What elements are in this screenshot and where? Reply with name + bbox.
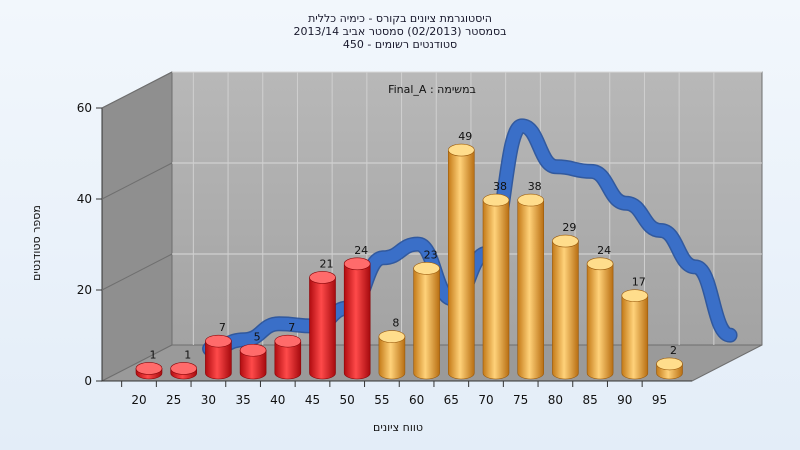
bar-top [586, 257, 614, 271]
x-tick-label: 75 [513, 393, 528, 407]
bar-top [447, 143, 475, 157]
bar-top [413, 262, 440, 275]
bar-body [239, 349, 267, 380]
bar-value-label: 2 [670, 344, 677, 357]
bar-body [448, 149, 475, 380]
bar-body [586, 263, 614, 380]
bar-top [170, 362, 197, 375]
bar-value-label: 17 [632, 276, 646, 289]
bar-value-label: 5 [254, 330, 261, 343]
y-tick-label: 60 [77, 101, 92, 115]
plot-side-wall [101, 71, 173, 382]
y-tick-label: 0 [84, 374, 92, 388]
x-tick-label: 35 [235, 393, 250, 407]
histogram-bar [413, 262, 440, 380]
histogram-bar [656, 357, 683, 380]
histogram-bar [482, 193, 510, 380]
y-tick-label: 20 [77, 283, 92, 297]
x-tick-label: 90 [617, 393, 632, 407]
grid-line-side [101, 253, 173, 291]
bar-top [552, 234, 579, 248]
chart-title-line-1: היסטוגרמת ציונים בקורס - כימיה כללית [308, 12, 492, 25]
x-tick-label: 65 [444, 393, 459, 407]
x-tick-label: 20 [131, 393, 146, 407]
bar-top [274, 334, 302, 348]
histogram-bar [517, 193, 545, 380]
bar-body [343, 263, 371, 380]
bar-value-label: 23 [424, 248, 438, 261]
bar-top [205, 334, 232, 348]
bar-body [378, 336, 406, 380]
bar-body [205, 340, 232, 380]
bar-top [378, 330, 406, 343]
bar-value-label: 49 [458, 130, 472, 143]
x-tick-label: 70 [478, 393, 493, 407]
bar-value-label: 29 [562, 221, 576, 234]
x-tick-label: 80 [548, 393, 563, 407]
chart-title-line-2: בסמסטר (02/2013) סמסטר אביב 2013/14 [293, 25, 507, 38]
y-axis-title: מספר סטודנטים [30, 205, 43, 281]
bar-value-label: 1 [184, 348, 191, 361]
x-tick-label: 45 [305, 393, 320, 407]
bar-top [482, 193, 510, 207]
histogram-bar [309, 271, 336, 380]
histogram-bar [378, 330, 406, 380]
bar-top [135, 362, 163, 375]
histogram-bar [170, 362, 197, 380]
histogram-bar [135, 362, 163, 380]
histogram-bar [447, 143, 475, 380]
bar-top [621, 289, 649, 302]
plot-label: Final_A : במשימה [388, 83, 476, 96]
grid-line-side [101, 162, 173, 200]
bar-value-label: 7 [219, 321, 226, 334]
chart-title-line-3: סטודנטים רשומים - 450 [342, 38, 458, 51]
bar-body [274, 340, 302, 380]
x-tick-label: 25 [166, 393, 181, 407]
x-tick-label: 55 [374, 393, 389, 407]
bar-value-label: 7 [288, 321, 295, 334]
histogram-bar [552, 234, 579, 380]
bar-top [517, 193, 545, 207]
bar-top [309, 271, 336, 284]
grid-line-side [101, 71, 173, 109]
bar-value-label: 38 [493, 180, 507, 193]
bar-top [343, 257, 371, 271]
distribution-curve [203, 119, 737, 355]
bar-value-label: 1 [150, 348, 157, 361]
bar-value-label: 24 [354, 244, 368, 257]
bar-body [413, 268, 440, 380]
x-tick-label: 85 [582, 393, 597, 407]
x-tick-label: 95 [652, 393, 667, 407]
x-tick-label: 50 [340, 393, 355, 407]
histogram-bar [343, 257, 371, 380]
x-tick-label: 40 [270, 393, 285, 407]
bar-top [656, 357, 683, 371]
y-tick-label: 40 [77, 192, 92, 206]
x-tick-label: 30 [201, 393, 216, 407]
bar-value-label: 38 [528, 180, 542, 193]
histogram-bar [586, 257, 614, 380]
bar-body [552, 240, 579, 380]
bar-value-label: 21 [320, 257, 334, 270]
bar-value-label: 8 [392, 317, 399, 330]
bar-body [309, 277, 336, 380]
bar-body [482, 199, 510, 380]
bar-body [517, 199, 544, 380]
bar-value-label: 24 [597, 244, 611, 257]
bar-body [621, 295, 649, 380]
bar-top [239, 343, 267, 357]
x-tick-label: 60 [409, 393, 424, 407]
histogram-bar [621, 289, 649, 380]
histogram-bar [205, 334, 232, 380]
x-axis-title: טווח ציונים [373, 421, 423, 434]
histogram-bar [274, 334, 302, 380]
histogram-bar [239, 343, 267, 380]
